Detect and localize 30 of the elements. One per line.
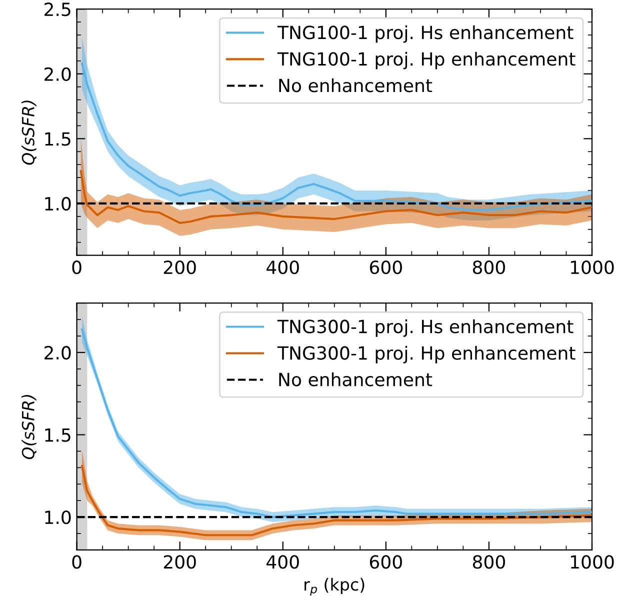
y-tick-label: 1.0 — [45, 510, 71, 524]
legend-label: No enhancement — [279, 372, 432, 386]
legend-label: TNG300-1 proj. Hp enhancement — [277, 346, 576, 364]
y-tick-label: 1.0 — [45, 196, 71, 211]
x-tick-label: 400 — [266, 260, 299, 274]
y-tick-label: 1.5 — [45, 132, 70, 146]
y-axis-title: Q(sSFR) — [22, 394, 36, 460]
x-tick-label: 200 — [164, 555, 196, 569]
legend-label: TNG300-1 proj. Hs enhancement — [277, 319, 574, 337]
x-tick-label: 0 — [72, 260, 82, 274]
x-tick-label: 600 — [370, 260, 402, 274]
legend-label: TNG100-1 proj. Hp enhancement — [277, 52, 576, 70]
x-tick-label: 800 — [472, 260, 505, 274]
x-tick-label: 0 — [72, 555, 82, 569]
legend-label: No enhancement — [279, 78, 432, 92]
y-axis-title: Q(sSFR) — [22, 100, 36, 165]
y-tick-label: 2.5 — [44, 2, 70, 16]
x-tick-label: 600 — [370, 555, 402, 569]
y-tick-label: 2.0 — [44, 346, 71, 360]
x-tick-label: 800 — [472, 555, 505, 569]
line-series — [80, 170, 592, 224]
legend-label: TNG100-1 proj. Hs enhancement — [277, 25, 574, 43]
x-tick-label: 1000 — [571, 260, 614, 274]
line-series — [80, 464, 592, 536]
y-tick-label: 1.5 — [45, 428, 70, 442]
x-tick-label: 400 — [266, 555, 299, 569]
x-tick-label: 200 — [164, 260, 196, 274]
x-tick-label: 1000 — [571, 555, 614, 569]
x-axis-title: r$_{p}$ (kpc) — [304, 578, 364, 596]
y-tick-label: 2.0 — [44, 67, 71, 81]
